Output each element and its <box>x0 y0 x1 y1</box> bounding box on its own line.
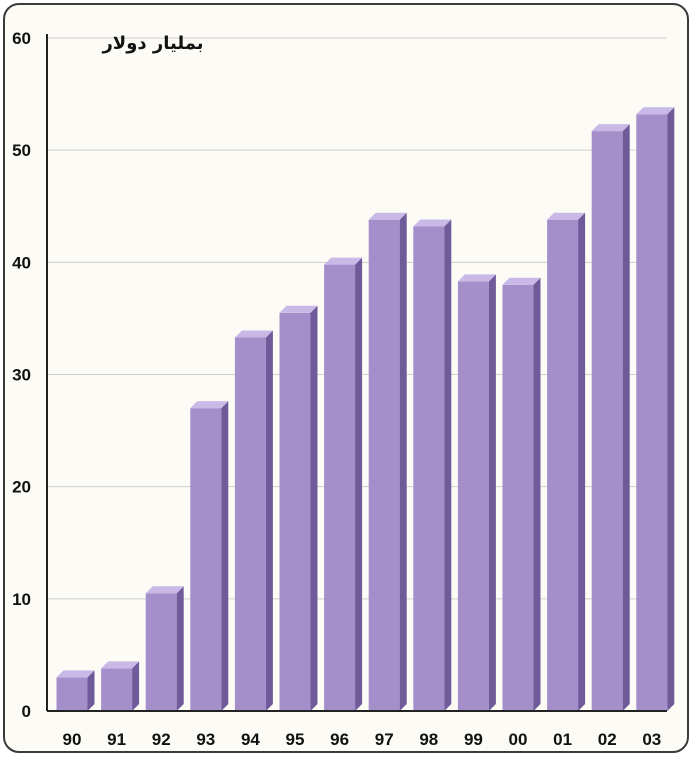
bar-front <box>56 677 88 711</box>
bar <box>56 670 95 711</box>
bar-side <box>667 107 675 712</box>
bar-top <box>234 330 273 338</box>
bar-top <box>101 661 140 669</box>
y-tick-label: 10 <box>12 590 31 609</box>
bar-top <box>636 107 675 115</box>
bar-front <box>145 593 177 711</box>
x-tick-label: 01 <box>553 730 572 749</box>
bar-side <box>310 305 318 711</box>
bar-front <box>413 226 445 711</box>
bar-front <box>591 131 623 711</box>
x-tick-label: 96 <box>330 730 349 749</box>
bar-side <box>132 661 140 711</box>
bar <box>324 257 363 711</box>
x-tick-label: 03 <box>642 730 661 749</box>
bar-side <box>399 212 407 711</box>
bar <box>234 330 273 711</box>
x-tick-label: 92 <box>152 730 171 749</box>
bar-side <box>355 257 363 711</box>
x-tick-label: 94 <box>241 730 260 749</box>
bar-top <box>457 274 496 282</box>
bar <box>368 212 407 711</box>
bar-front <box>101 668 133 711</box>
x-tick-label: 00 <box>509 730 528 749</box>
bar <box>636 107 675 712</box>
bar-top <box>413 219 452 227</box>
bar-side <box>444 219 452 711</box>
bar-front <box>636 114 668 712</box>
bar <box>279 305 318 711</box>
bar-side <box>87 670 95 711</box>
bar-top <box>368 212 407 220</box>
y-tick-labels: 0 10 20 30 40 50 60 <box>12 29 31 721</box>
y-tick-label: 40 <box>12 253 31 272</box>
x-tick-label: 99 <box>464 730 483 749</box>
bar <box>101 661 140 711</box>
bar-top <box>145 586 184 594</box>
unit-label: بمليار دولار <box>101 33 203 54</box>
x-tick-label: 90 <box>63 730 82 749</box>
x-tick-label: 98 <box>419 730 438 749</box>
bar-side <box>533 277 541 711</box>
bar-side <box>265 330 273 711</box>
bar <box>591 124 630 712</box>
bar <box>190 401 229 711</box>
x-tick-label: 91 <box>107 730 126 749</box>
chart-frame: 0 10 20 30 40 50 60 90 91 92 93 94 95 96 97 98 99 00 01 02… <box>3 3 689 753</box>
bar-front <box>368 219 400 711</box>
y-tick-label: 50 <box>12 141 31 160</box>
bar <box>502 277 541 711</box>
axes <box>46 34 667 712</box>
bars <box>56 107 675 712</box>
bar-top <box>324 257 363 265</box>
bar-side <box>221 401 229 711</box>
bar <box>547 212 586 711</box>
bar-top <box>591 124 630 132</box>
bar-top <box>190 401 229 409</box>
bar-front <box>502 284 534 711</box>
y-tick-label: 60 <box>12 29 31 48</box>
bar-side <box>488 274 496 711</box>
bar-front <box>324 264 356 711</box>
x-tick-label: 95 <box>286 730 305 749</box>
bar <box>145 586 184 711</box>
y-tick-label: 0 <box>22 702 31 721</box>
bar-front <box>190 408 222 711</box>
y-tick-label: 30 <box>12 366 31 385</box>
bar-side <box>176 586 184 711</box>
bar-side <box>622 124 630 712</box>
bar <box>413 219 452 711</box>
x-tick-label: 02 <box>598 730 617 749</box>
bar-front <box>547 219 579 711</box>
bar-front <box>234 337 266 711</box>
y-tick-label: 20 <box>12 478 31 497</box>
x-tick-labels: 90 91 92 93 94 95 96 97 98 99 00 01 02 03 <box>63 730 662 749</box>
x-tick-label: 97 <box>375 730 394 749</box>
bar-top <box>502 277 541 285</box>
bar-top <box>547 212 586 220</box>
x-tick-label: 93 <box>196 730 215 749</box>
bar-top <box>279 305 318 313</box>
bar-side <box>578 212 586 711</box>
bar-front <box>279 312 311 711</box>
bar-top <box>56 670 95 678</box>
bar <box>457 274 496 711</box>
bar-front <box>457 281 489 711</box>
bar-chart: 0 10 20 30 40 50 60 90 91 92 93 94 95 96 97 98 99 00 01 02… <box>12 29 675 749</box>
